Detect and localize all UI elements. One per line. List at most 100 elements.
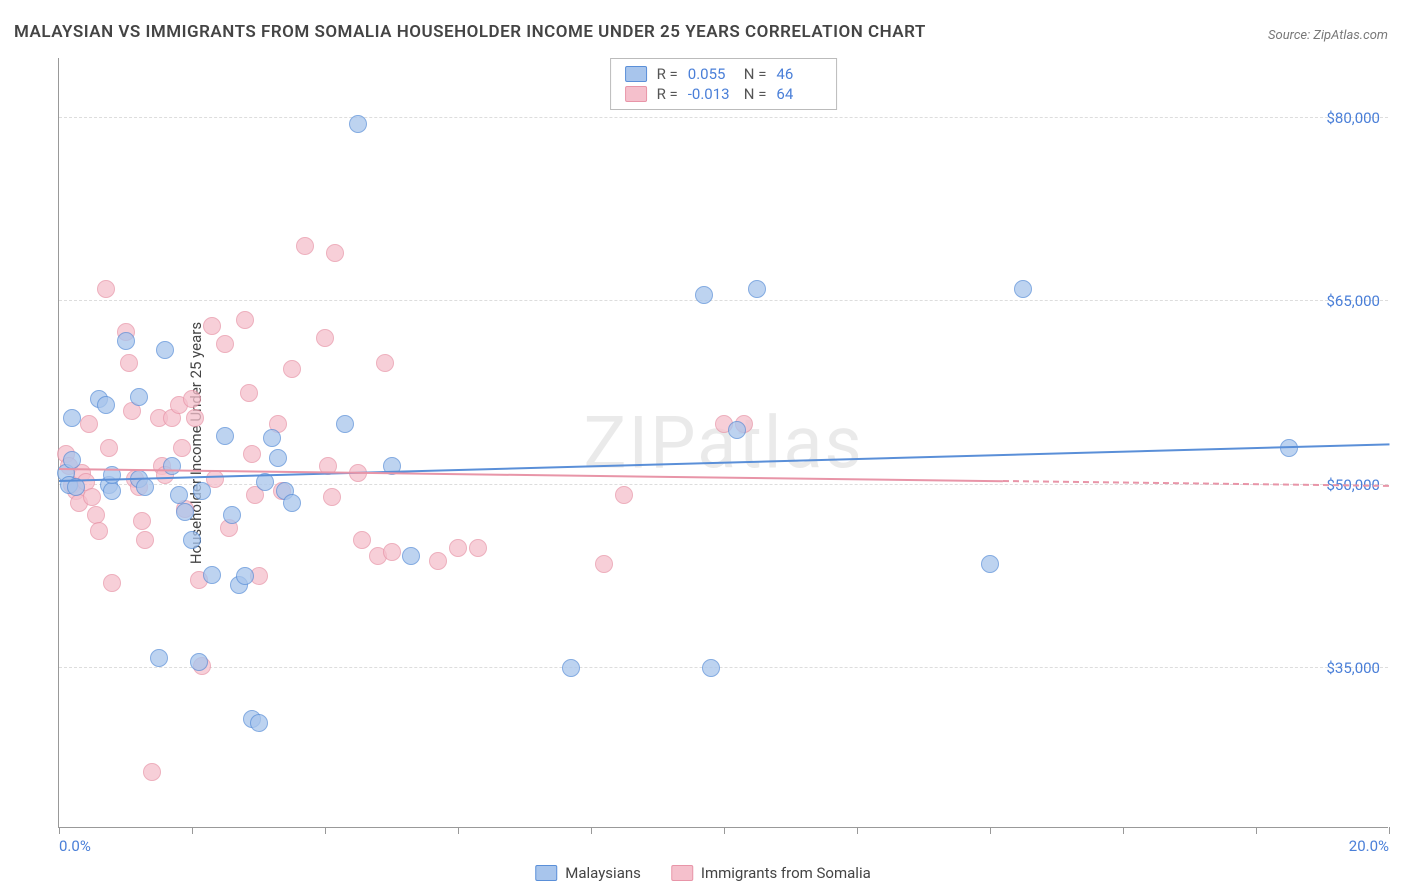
scatter-point-a	[130, 388, 148, 406]
scatter-point-a	[103, 482, 121, 500]
scatter-point-a	[216, 427, 234, 445]
y-tick-label: $80,000	[1326, 109, 1380, 127]
scatter-point-b	[615, 486, 633, 504]
y-axis-label: Householder Income Under 25 years	[187, 321, 205, 563]
scatter-point-a	[117, 332, 135, 350]
scatter-point-b	[133, 512, 151, 530]
scatter-point-a	[283, 494, 301, 512]
n-value-b: 64	[776, 85, 822, 103]
scatter-point-b	[143, 763, 161, 781]
scatter-point-a	[150, 649, 168, 667]
legend-swatch-b	[671, 865, 693, 881]
y-tick-label: $35,000	[1326, 659, 1380, 677]
scatter-point-b	[296, 237, 314, 255]
scatter-point-a	[193, 482, 211, 500]
n-label: N =	[744, 65, 767, 83]
x-tick-mark	[1123, 827, 1124, 834]
scatter-point-b	[316, 329, 334, 347]
scatter-point-b	[216, 335, 234, 353]
scatter-point-a	[1014, 280, 1032, 298]
scatter-point-a	[223, 506, 241, 524]
scatter-point-a	[63, 451, 81, 469]
gridline	[59, 117, 1388, 118]
scatter-point-b	[236, 311, 254, 329]
stats-row-series-b: R = -0.013 N = 64	[625, 85, 823, 103]
scatter-point-a	[170, 486, 188, 504]
r-label: R =	[657, 85, 678, 103]
legend-swatch-a	[535, 865, 557, 881]
scatter-point-a	[203, 566, 221, 584]
r-value-a: 0.055	[688, 65, 734, 83]
scatter-point-b	[383, 543, 401, 561]
scatter-point-a	[269, 449, 287, 467]
scatter-point-b	[80, 415, 98, 433]
x-tick-label-end: 20.0%	[1349, 837, 1389, 855]
scatter-point-b	[183, 390, 201, 408]
x-tick-mark	[990, 827, 991, 834]
scatter-point-b	[469, 539, 487, 557]
x-tick-mark	[1256, 827, 1257, 834]
x-tick-mark	[724, 827, 725, 834]
scatter-point-a	[695, 286, 713, 304]
scatter-point-a	[97, 396, 115, 414]
legend-item-a: Malaysians	[535, 864, 641, 882]
scatter-point-b	[97, 280, 115, 298]
scatter-point-a	[728, 421, 746, 439]
correlation-stats-box: R = 0.055 N = 46 R = -0.013 N = 64	[610, 58, 838, 110]
scatter-point-b	[243, 445, 261, 463]
x-tick-mark	[59, 827, 60, 834]
scatter-point-b	[240, 384, 258, 402]
scatter-point-b	[323, 488, 341, 506]
scatter-point-b	[186, 409, 204, 427]
scatter-point-b	[136, 531, 154, 549]
scatter-point-b	[83, 488, 101, 506]
x-tick-mark	[458, 827, 459, 834]
scatter-point-a	[981, 555, 999, 573]
x-tick-mark	[857, 827, 858, 834]
n-value-a: 46	[776, 65, 822, 83]
stats-row-series-a: R = 0.055 N = 46	[625, 65, 823, 83]
scatter-point-a	[263, 429, 281, 447]
x-tick-mark	[325, 827, 326, 834]
r-label: R =	[657, 65, 678, 83]
watermark: ZIPatlas	[583, 400, 863, 485]
scatter-point-b	[120, 354, 138, 372]
scatter-point-a	[336, 415, 354, 433]
scatter-point-b	[595, 555, 613, 573]
series-legend: Malaysians Immigrants from Somalia	[535, 864, 871, 882]
scatter-point-a	[163, 457, 181, 475]
gridline	[59, 300, 1388, 301]
y-tick-label: $65,000	[1326, 292, 1380, 310]
scatter-point-b	[90, 522, 108, 540]
scatter-point-a	[748, 280, 766, 298]
scatter-point-b	[326, 244, 344, 262]
scatter-point-a	[562, 659, 580, 677]
scatter-point-b	[100, 439, 118, 457]
legend-label-a: Malaysians	[565, 864, 641, 882]
scatter-point-b	[376, 354, 394, 372]
plot-area: Householder Income Under 25 years ZIPatl…	[58, 58, 1388, 828]
x-tick-label-start: 0.0%	[59, 837, 91, 855]
scatter-point-a	[136, 478, 154, 496]
scatter-point-a	[190, 653, 208, 671]
gridline	[59, 667, 1388, 668]
scatter-point-a	[176, 503, 194, 521]
x-tick-mark	[1389, 827, 1390, 834]
scatter-point-b	[449, 539, 467, 557]
scatter-point-a	[702, 659, 720, 677]
scatter-point-a	[183, 531, 201, 549]
scatter-point-b	[283, 360, 301, 378]
scatter-point-a	[156, 341, 174, 359]
scatter-point-a	[63, 409, 81, 427]
r-value-b: -0.013	[688, 85, 734, 103]
x-tick-mark	[591, 827, 592, 834]
chart-title: MALAYSIAN VS IMMIGRANTS FROM SOMALIA HOU…	[14, 22, 926, 42]
scatter-point-b	[103, 574, 121, 592]
scatter-point-a	[236, 567, 254, 585]
legend-label-b: Immigrants from Somalia	[701, 864, 871, 882]
scatter-point-a	[349, 115, 367, 133]
scatter-point-b	[173, 439, 191, 457]
source-attribution: Source: ZipAtlas.com	[1268, 28, 1388, 43]
scatter-point-b	[429, 552, 447, 570]
scatter-point-a	[402, 547, 420, 565]
